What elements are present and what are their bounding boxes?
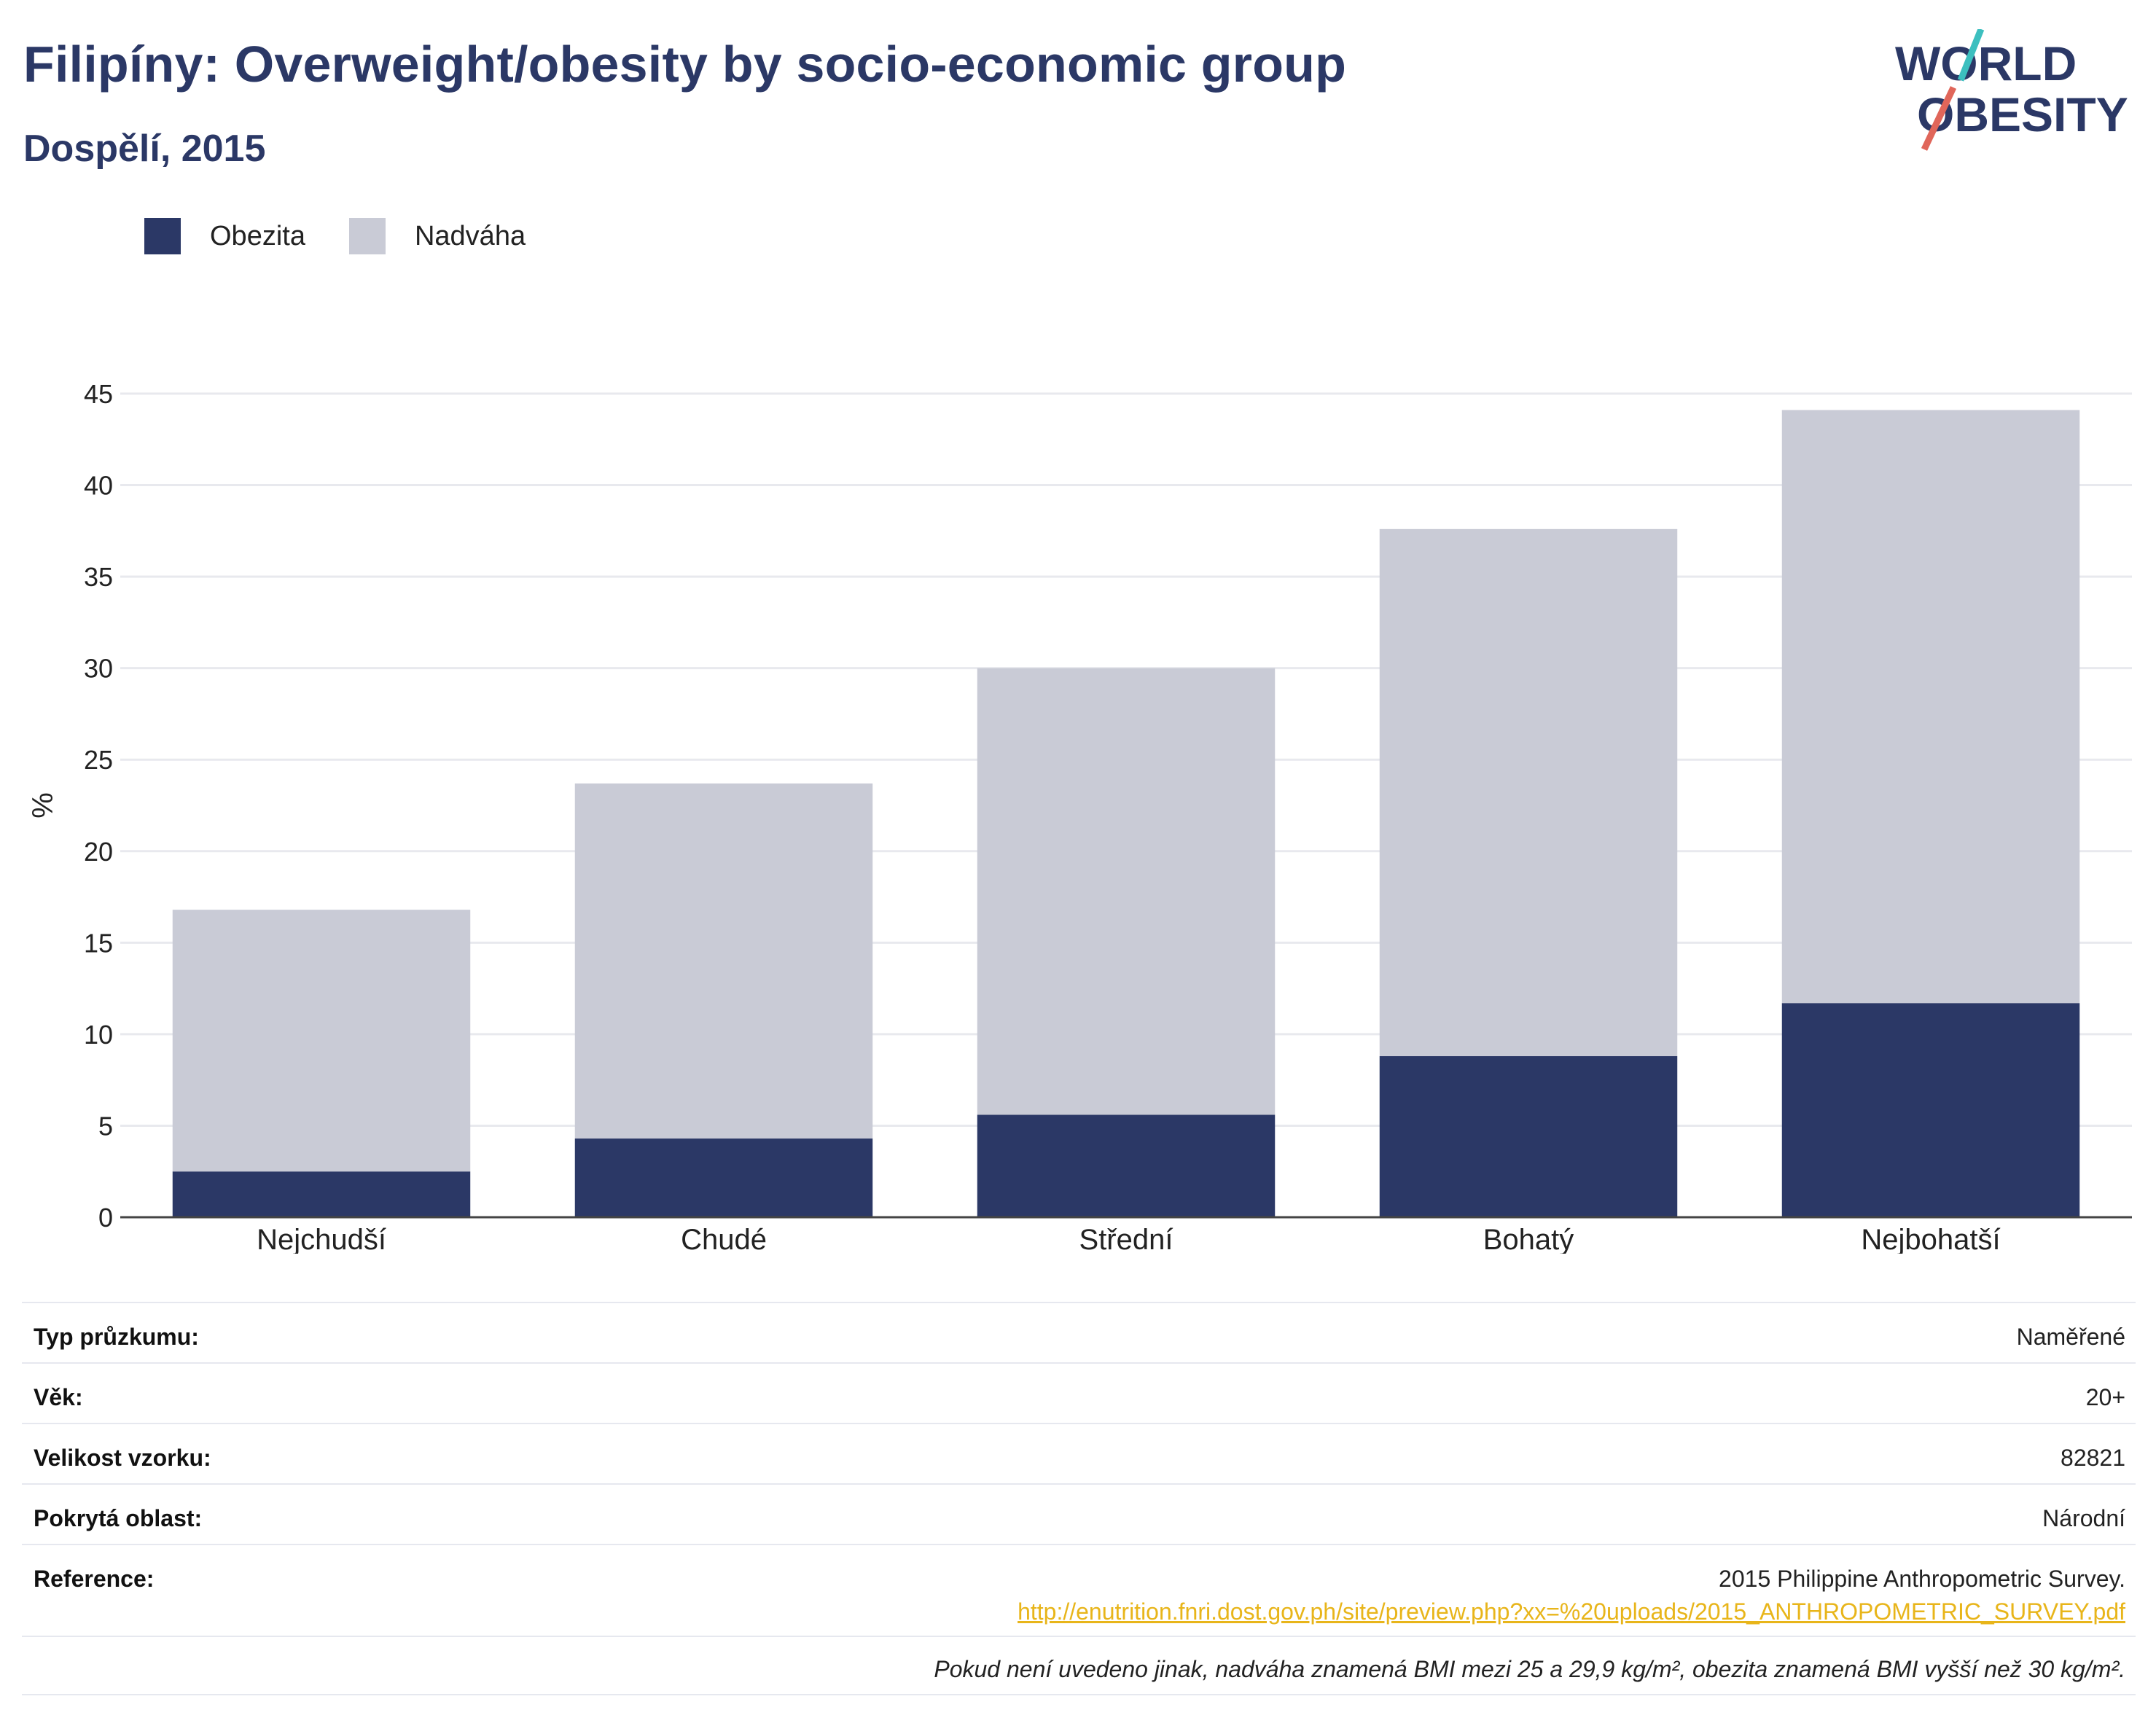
- x-tick-label: Bohatý: [1483, 1224, 1574, 1254]
- y-tick-label: 40: [84, 471, 113, 501]
- bar-overweight: [977, 668, 1276, 1115]
- bar-obesity: [172, 1171, 471, 1217]
- legend-label-obesity: Obezita: [210, 220, 305, 251]
- logo-word-world: WORLD: [1895, 36, 2077, 90]
- info-row-sample-size: Velikost vzorku: 82821: [22, 1423, 2136, 1483]
- y-tick-label: 35: [84, 562, 113, 592]
- legend-item-obesity[interactable]: Obezita: [144, 218, 305, 254]
- x-tick-label: Chudé: [681, 1224, 767, 1254]
- chart-title: Filipíny: Overweight/obesity by socio-ec…: [23, 36, 1347, 93]
- logo-slash-top: [1957, 29, 1985, 82]
- bar-obesity: [977, 1114, 1276, 1217]
- x-tick-label: Nejbohatší: [1861, 1224, 2000, 1254]
- reference-link[interactable]: http://enutrition.fnri.dost.gov.ph/site/…: [1018, 1598, 2125, 1625]
- y-axis-label: %: [27, 792, 59, 819]
- y-tick-label: 10: [84, 1020, 113, 1050]
- chart-subtitle: Dospělí, 2015: [23, 128, 266, 170]
- info-value-survey-type: Naměřené: [2016, 1324, 2125, 1350]
- info-row-area: Pokrytá oblast: Národní: [22, 1483, 2136, 1544]
- bar-overweight: [1379, 528, 1678, 1057]
- bar-overweight: [1781, 410, 2080, 1004]
- info-label-reference: Reference:: [34, 1566, 155, 1592]
- info-row-reference: Reference: 2015 Philippine Anthropometri…: [22, 1544, 2136, 1636]
- legend: Obezita Nadváha: [144, 216, 569, 257]
- info-value-age: 20+: [2085, 1384, 2125, 1410]
- logo-slash-bottom: [1921, 86, 1957, 151]
- info-label-age: Věk:: [34, 1384, 83, 1410]
- world-obesity-logo: WORLD OBESITY: [1895, 29, 2128, 151]
- y-tick-label: 25: [84, 745, 113, 775]
- info-label-area: Pokrytá oblast:: [34, 1505, 203, 1531]
- legend-item-overweight[interactable]: Nadváha: [348, 218, 526, 254]
- bar-obesity: [574, 1139, 873, 1217]
- y-tick-label: 15: [84, 928, 113, 958]
- info-label-survey-type: Typ průzkumu:: [34, 1324, 199, 1350]
- y-tick-label: 5: [98, 1111, 113, 1141]
- y-tick-label: 45: [84, 379, 113, 409]
- x-tick-label: Nejchudší: [257, 1224, 386, 1254]
- reference-text: 2015 Philippine Anthropometric Survey.: [1719, 1566, 2125, 1592]
- bar-obesity: [1781, 1003, 2080, 1217]
- y-tick-label: 20: [84, 837, 113, 867]
- stacked-bar-chart: 0 5 10 15 20 25 30 35 40 45% Nejchudší Chudé Střední…: [27, 379, 2132, 1254]
- footnote: Pokud není uvedeno jinak, nadváha znamen…: [22, 1636, 2136, 1695]
- info-value-sample-size: 82821: [2061, 1445, 2125, 1471]
- legend-swatch-obesity: [144, 218, 181, 254]
- legend-swatch-overweight: [348, 218, 386, 254]
- info-value-area: Národní: [2042, 1505, 2125, 1531]
- y-tick-label: 0: [98, 1203, 113, 1233]
- info-row-survey-type: Typ průzkumu: Naměřené: [22, 1302, 2136, 1362]
- info-row-age: Věk: 20+: [22, 1362, 2136, 1423]
- survey-info-table: Typ průzkumu: Naměřené Věk: 20+ Velikost…: [22, 1302, 2136, 1695]
- bar-overweight: [574, 783, 873, 1139]
- bar-overweight: [172, 910, 471, 1172]
- info-value-reference: 2015 Philippine Anthropometric Survey. h…: [1018, 1566, 2125, 1625]
- bar-obesity: [1379, 1056, 1678, 1217]
- x-tick-label: Střední: [1079, 1224, 1173, 1254]
- y-tick-label: 30: [84, 654, 113, 684]
- legend-label-overweight: Nadváha: [414, 220, 526, 251]
- info-label-sample-size: Velikost vzorku:: [34, 1445, 211, 1471]
